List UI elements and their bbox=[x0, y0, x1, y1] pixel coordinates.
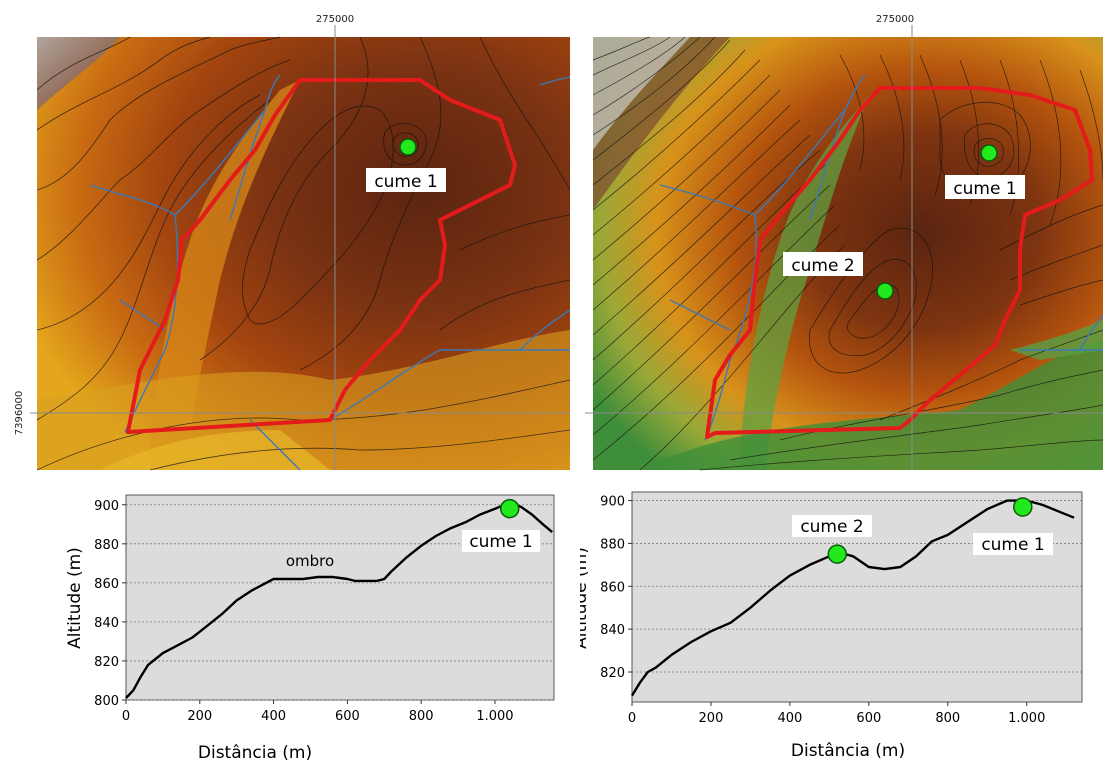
peak-label-cume-1: cume 1 bbox=[953, 179, 1016, 199]
x-tick-labels: 0 200 400 600 800 1.000 bbox=[628, 711, 1045, 726]
drainage-network bbox=[659, 74, 1103, 441]
peak-marker-cume-2 bbox=[876, 282, 894, 300]
valley-band bbox=[37, 330, 570, 470]
peak-marker-cume-1 bbox=[980, 144, 998, 162]
peak-marker bbox=[1013, 497, 1033, 517]
x-tick-labels: 0 200 400 600 800 1.000 bbox=[122, 709, 514, 724]
y-tick-label: 900 bbox=[94, 499, 119, 514]
peak-marker bbox=[499, 498, 520, 519]
y-axis-label: Altitude (m) bbox=[580, 547, 591, 649]
x-tick-label: 0 bbox=[122, 709, 130, 724]
valley-band bbox=[150, 80, 300, 470]
valley-band bbox=[640, 340, 1103, 470]
peak-label: cume 1 bbox=[374, 172, 437, 192]
peak-markers bbox=[499, 498, 520, 519]
y-tick-label: 900 bbox=[600, 495, 625, 510]
drainage-network bbox=[89, 74, 571, 471]
y-axis-label: Altitude (m) bbox=[65, 547, 85, 649]
annotation-cume-1: cume 1 bbox=[469, 532, 532, 552]
y-tick-label: 820 bbox=[94, 655, 119, 670]
coord-x-label: 275000 bbox=[876, 14, 914, 25]
peak-label-box bbox=[945, 175, 1025, 199]
peak-marker bbox=[827, 544, 848, 564]
x-tick-label: 600 bbox=[335, 709, 360, 724]
y-tick-label: 880 bbox=[94, 538, 119, 553]
annotation-box bbox=[792, 515, 872, 537]
contour-lines bbox=[36, 36, 571, 471]
valley-band bbox=[740, 95, 870, 470]
y-tick-labels: 800 820 840 860 880 900 bbox=[94, 499, 119, 709]
grid-lines bbox=[632, 500, 1082, 673]
annotation-cume-2: cume 2 bbox=[800, 517, 863, 537]
y-tick-label: 860 bbox=[94, 577, 119, 592]
y-tick-label: 840 bbox=[600, 623, 625, 638]
elevation-high-corner bbox=[37, 37, 120, 110]
watershed-boundary bbox=[126, 78, 517, 434]
x-tick-label: 800 bbox=[409, 709, 434, 724]
x-tick-label: 400 bbox=[777, 711, 802, 726]
peak-marker bbox=[399, 138, 417, 156]
annotation-box bbox=[973, 533, 1053, 555]
contour-lines bbox=[592, 36, 1103, 471]
plot-area bbox=[125, 494, 555, 701]
y-tick-label: 860 bbox=[600, 580, 625, 595]
y-tick-labels: 820 840 860 880 900 bbox=[600, 495, 625, 681]
map-left: 275000 7396000 cume 1 bbox=[14, 14, 571, 471]
map-right: 275000 7396000 cume 1 cume 2 bbox=[580, 14, 1103, 471]
elevation-profile-line bbox=[125, 501, 553, 699]
x-tick-label: 0 bbox=[628, 711, 636, 726]
peak-label-cume-2: cume 2 bbox=[791, 256, 854, 276]
x-axis-label: Distância (m) bbox=[791, 741, 905, 761]
annotation-ombro: ombro bbox=[286, 552, 334, 570]
x-tick-label: 1.000 bbox=[476, 709, 513, 724]
elevation-high-corner bbox=[593, 37, 690, 150]
annotation-cume-1: cume 1 bbox=[981, 535, 1044, 555]
x-tick-label: 1.000 bbox=[1008, 711, 1045, 726]
x-tick-label: 400 bbox=[261, 709, 286, 724]
x-tick-label: 200 bbox=[699, 711, 724, 726]
y-tick-label: 800 bbox=[94, 694, 119, 709]
x-tick-label: 800 bbox=[935, 711, 960, 726]
y-tick-label: 840 bbox=[94, 616, 119, 631]
valley-band bbox=[100, 430, 330, 470]
y-tick-label: 820 bbox=[600, 666, 625, 681]
profile-chart-left: 800 820 840 860 880 900 0 200 400 600 800 1.000 om… bbox=[65, 494, 555, 763]
annotation-box bbox=[462, 530, 540, 552]
profile-chart-right: 820 840 860 880 900 0 200 400 600 800 1.000 cume … bbox=[580, 491, 1083, 761]
peak-label-box bbox=[783, 252, 863, 276]
x-tick-label: 200 bbox=[187, 709, 212, 724]
peak-label-box bbox=[366, 168, 446, 192]
coord-y-label: 7396000 bbox=[580, 396, 581, 441]
coord-y-label: 7396000 bbox=[14, 391, 25, 436]
watershed-boundary bbox=[705, 86, 1094, 439]
coord-x-label: 275000 bbox=[316, 14, 354, 25]
y-tick-label: 880 bbox=[600, 537, 625, 552]
peak-markers bbox=[827, 497, 1033, 564]
elevation-band bbox=[593, 37, 730, 210]
x-tick-label: 600 bbox=[856, 711, 881, 726]
x-axis-label: Distância (m) bbox=[198, 743, 312, 763]
